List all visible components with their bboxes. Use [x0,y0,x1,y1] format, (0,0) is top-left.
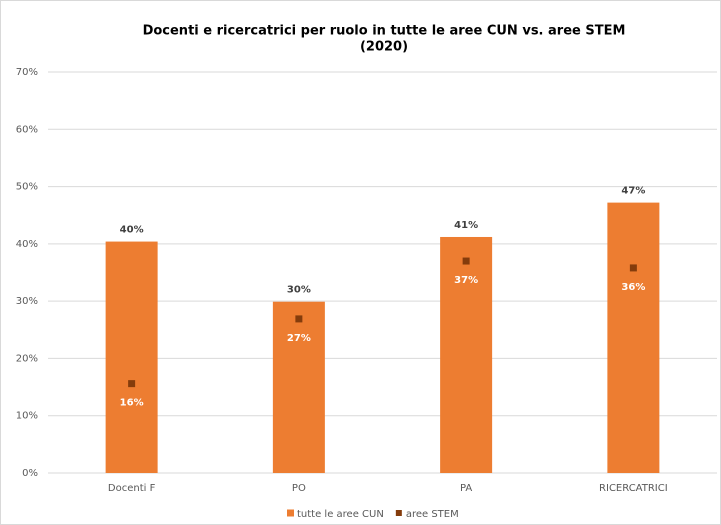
y-tick-label: 30% [16,296,38,307]
y-tick-label: 40% [16,239,38,250]
chart-title: (2020) [360,40,408,55]
value-label: 40% [120,225,144,236]
chart-title: Docenti e ricercatrici per ruolo in tutt… [143,24,626,39]
value-label: 36% [621,282,645,293]
bar [272,301,325,473]
marker [462,257,470,265]
y-tick-label: 10% [16,411,38,422]
x-tick-label: RICERCATRICI [599,483,668,494]
bar [607,202,660,473]
legend-label: tutte le aree CUN [297,509,384,520]
value-label: 16% [120,398,144,409]
bar [440,236,493,473]
legend-swatch [287,509,294,517]
marker [295,315,303,323]
bar [105,241,158,473]
legend-label: aree STEM [406,509,459,520]
y-tick-label: 50% [16,182,38,193]
value-label: 37% [454,275,478,286]
x-tick-label: PO [292,483,306,494]
y-tick-label: 20% [16,353,38,364]
marker [629,264,637,272]
y-tick-label: 70% [16,67,38,78]
x-tick-label: Docenti F [108,483,156,494]
value-label: 30% [287,285,311,296]
y-tick-label: 0% [22,468,38,479]
value-label: 27% [287,333,311,344]
legend-swatch [395,510,402,516]
y-tick-label: 60% [16,124,38,135]
marker [128,380,136,388]
x-tick-label: PA [460,483,472,494]
value-label: 41% [454,220,478,231]
value-label: 47% [621,186,645,197]
